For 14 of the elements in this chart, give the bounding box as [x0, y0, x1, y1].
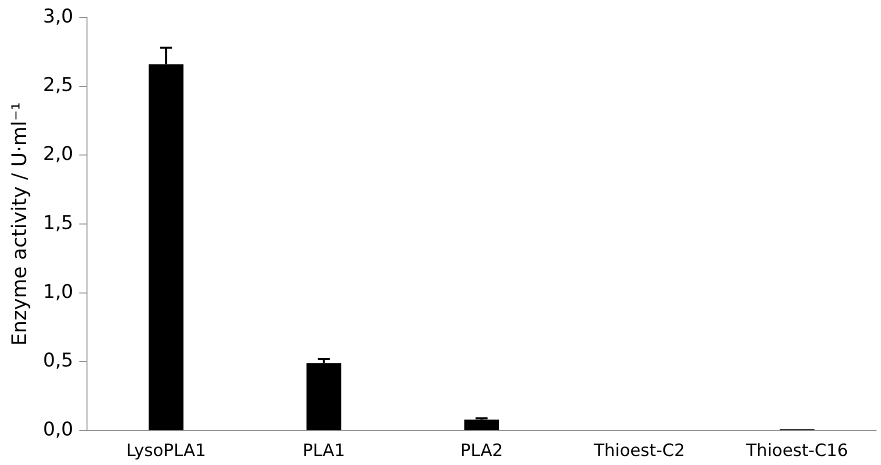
y-tick-label: 3,0 — [43, 5, 74, 28]
y-tick-label: 1,0 — [43, 280, 74, 303]
y-axis-title: Enzyme activity / U·ml⁻¹ — [7, 102, 32, 346]
y-tick-label: 2,0 — [43, 143, 74, 166]
y-tick-label: 1,5 — [43, 212, 74, 234]
bar — [464, 420, 499, 430]
x-tick-label: PLA2 — [460, 441, 503, 462]
x-tick-label: LysoPLA1 — [126, 441, 206, 462]
x-tick-label: PLA1 — [302, 441, 346, 462]
x-tick-label: Thioest-C16 — [745, 441, 848, 462]
y-tick-label: 0,0 — [43, 418, 74, 441]
x-tick-label: Thioest-C2 — [592, 441, 685, 462]
y-tick-label: 0,5 — [43, 350, 74, 372]
y-tick-label: 2,5 — [43, 74, 74, 96]
